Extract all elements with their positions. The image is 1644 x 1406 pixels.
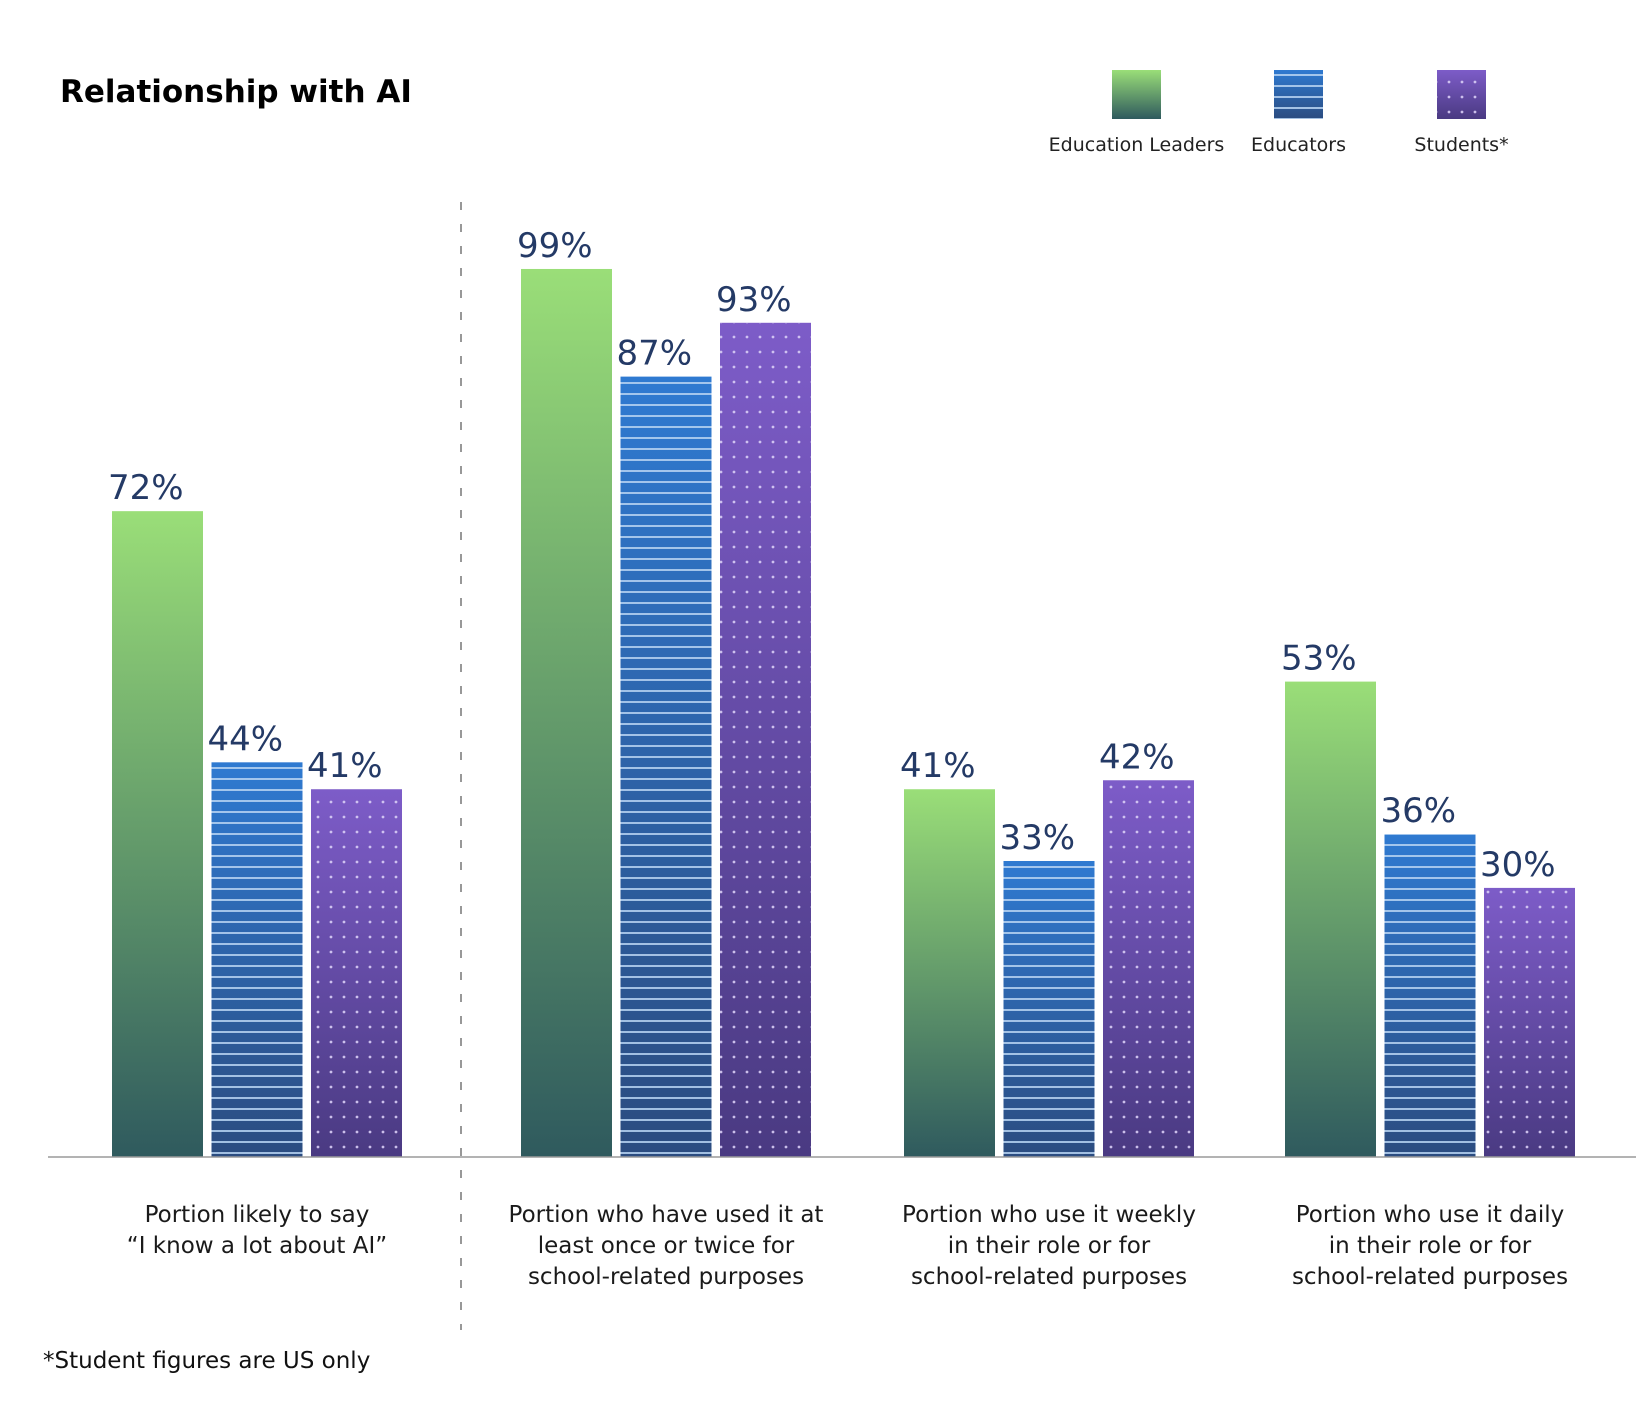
bar-dots	[1484, 887, 1575, 1157]
legend-swatch-stripes	[1274, 70, 1323, 119]
bar-fill	[904, 789, 995, 1157]
bar-dots	[311, 789, 402, 1157]
category-label-1: Portion likely to say “I know a lot about…	[127, 1202, 387, 1259]
legend-label: Educators	[1251, 134, 1346, 156]
legend-swatch-dots	[1437, 70, 1486, 119]
legend-item-education-leaders: Education Leaders	[1049, 70, 1225, 156]
category-label-line: Portion who use it daily	[1296, 1202, 1565, 1228]
bar-education-leaders-4	[1285, 681, 1376, 1157]
bar-educators-1	[211, 762, 303, 1157]
category-label-3: Portion who use it weekly in their role o…	[902, 1202, 1196, 1290]
chart-title: Relationship with AI	[60, 74, 412, 110]
value-label-educators-1: 44%	[208, 719, 284, 759]
bar-education-leaders-1	[112, 511, 203, 1157]
value-label-students-3: 42%	[1099, 737, 1175, 777]
legend-item-students: Students*	[1414, 70, 1509, 156]
category-label-line: Portion likely to say	[145, 1202, 370, 1228]
category-label-line: in their role or for	[1329, 1233, 1532, 1259]
legend-label: Education Leaders	[1049, 134, 1225, 156]
bar-stripes	[1003, 860, 1095, 1157]
legend: Education Leaders Educators Students*	[1049, 70, 1509, 156]
category-label-line: school-related purposes	[911, 1264, 1187, 1290]
category-labels: Portion likely to say “I know a lot about…	[127, 1202, 1568, 1290]
bar-dots	[720, 322, 811, 1157]
value-label-students-1: 41%	[307, 746, 383, 786]
bar-students-3	[1103, 780, 1194, 1157]
bar-students-2	[720, 322, 811, 1157]
bar-educators-2	[620, 376, 712, 1157]
category-label-line: “I know a lot about AI”	[127, 1233, 387, 1259]
value-label-education-leaders-4: 53%	[1281, 639, 1357, 679]
category-label-line: school-related purposes	[1292, 1264, 1568, 1290]
category-label-line: least once or twice for	[538, 1233, 795, 1259]
bar-stripes	[211, 762, 303, 1157]
category-label-line: Portion who have used it at	[509, 1202, 824, 1228]
legend-swatch	[1112, 70, 1161, 119]
bar-fill	[1285, 681, 1376, 1157]
category-label-2: Portion who have used it at least once or…	[509, 1202, 824, 1290]
bar-fill	[112, 511, 203, 1157]
category-label-line: Portion who use it weekly	[902, 1202, 1196, 1228]
value-label-educators-3: 33%	[1000, 818, 1076, 858]
category-label-line: school-related purposes	[528, 1264, 804, 1290]
legend-label: Students*	[1414, 134, 1508, 156]
value-label-education-leaders-2: 99%	[517, 226, 593, 266]
legend-item-educators: Educators	[1251, 70, 1346, 156]
bar-students-1	[311, 789, 402, 1157]
bars	[112, 268, 1575, 1158]
bar-students-4	[1484, 887, 1575, 1157]
value-label-education-leaders-1: 72%	[108, 468, 184, 508]
value-label-students-4: 30%	[1480, 845, 1556, 885]
bar-fill	[521, 268, 612, 1158]
value-label-educators-4: 36%	[1381, 791, 1457, 831]
bar-stripes	[620, 376, 712, 1157]
category-label-4: Portion who use it daily in their role or…	[1292, 1202, 1568, 1290]
category-label-line: in their role or for	[948, 1233, 1151, 1259]
bar-stripes	[1384, 834, 1476, 1157]
bar-education-leaders-3	[904, 789, 995, 1157]
value-label-educators-2: 87%	[617, 334, 693, 374]
footnote: *Student figures are US only	[43, 1348, 370, 1374]
bar-dots	[1103, 780, 1194, 1157]
bar-educators-3	[1003, 860, 1095, 1157]
bar-educators-4	[1384, 834, 1476, 1157]
value-label-students-2: 93%	[716, 280, 792, 320]
value-label-education-leaders-3: 41%	[900, 746, 976, 786]
value-labels: 72% 44% 41% 99% 87% 93% 41% 33% 42% 53% 36% 30%	[108, 226, 1556, 885]
bar-education-leaders-2	[521, 268, 612, 1158]
